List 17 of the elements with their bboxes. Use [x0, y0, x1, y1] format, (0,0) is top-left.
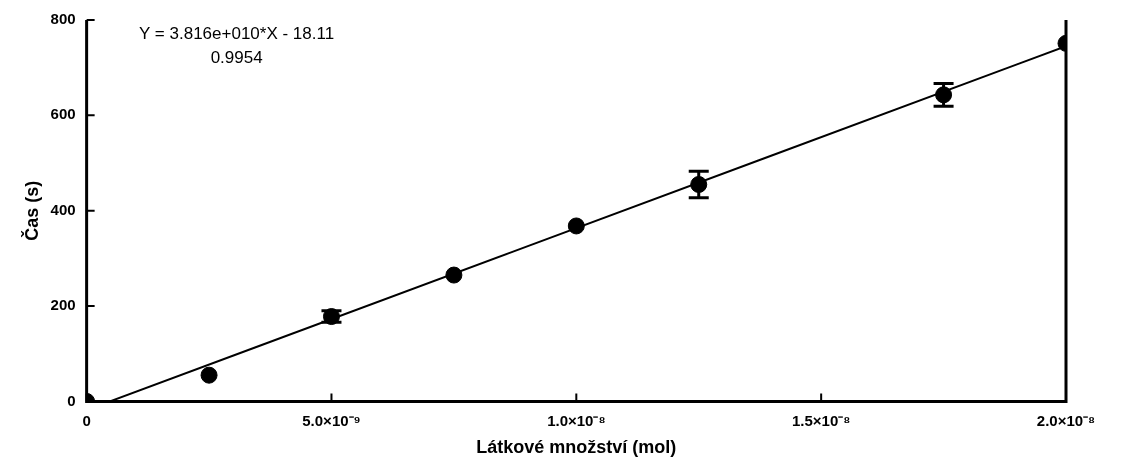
y-tick-label: 0: [67, 391, 76, 409]
y-tick-label: 800: [50, 10, 76, 28]
point: [567, 217, 585, 235]
y-tick-label: 200: [50, 296, 76, 314]
x-axis-title: Látkové množství (mol): [476, 437, 677, 458]
x-tick-label: 1.0×10⁻⁸: [547, 411, 606, 429]
point: [445, 266, 463, 284]
x-tick-label: 2.0×10⁻⁸: [1036, 411, 1096, 429]
x-tick-label: 5.0×10⁻⁹: [302, 411, 361, 429]
y-axis-title: Čas (s): [20, 180, 42, 241]
x-tick-label: 1.5×10⁻⁸: [791, 411, 851, 429]
annotation: 0.9954: [210, 47, 263, 67]
y-tick-label: 600: [50, 105, 76, 123]
y-tick-label: 400: [50, 200, 76, 218]
x-tick-label: 0: [82, 411, 91, 429]
point: [200, 366, 218, 384]
annotation: Y = 3.816e+010*X - 18.11: [139, 23, 335, 43]
